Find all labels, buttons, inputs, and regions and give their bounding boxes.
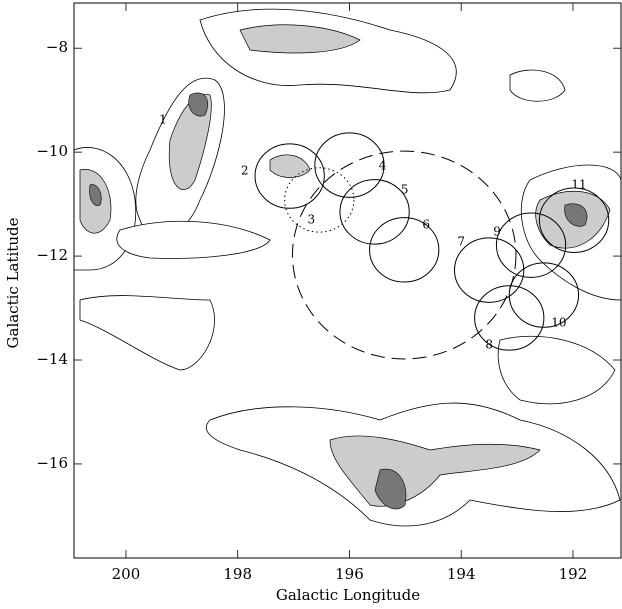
region-label: 4 <box>379 159 387 173</box>
region-label: 5 <box>401 182 409 196</box>
x-axis-label: Galactic Longitude <box>276 586 420 604</box>
x-tick-label: 200 <box>112 565 141 583</box>
region-circle <box>538 187 610 253</box>
region-label: 2 <box>241 164 249 178</box>
region-label: 8 <box>485 337 493 351</box>
region-circle <box>254 143 325 209</box>
region-label: 10 <box>551 316 566 330</box>
contours <box>74 8 621 527</box>
y-tick-label: −12 <box>36 246 68 264</box>
region-circle <box>508 262 580 328</box>
x-tick-label: 196 <box>335 565 364 583</box>
y-tick-label: −8 <box>46 38 68 56</box>
region-label: 11 <box>571 178 586 192</box>
y-tick-label: −16 <box>36 454 68 472</box>
region-circle <box>284 167 355 233</box>
x-tick-label: 198 <box>223 565 252 583</box>
shell-circle <box>291 150 517 360</box>
region-circle <box>453 237 525 303</box>
y-tick-label: −14 <box>36 350 68 368</box>
region-circle <box>314 132 385 198</box>
region-circle <box>495 212 567 278</box>
region-label: 6 <box>422 217 430 231</box>
region-label: 1 <box>159 113 167 127</box>
y-tick-label: −10 <box>36 142 68 160</box>
x-tick-label: 194 <box>447 565 476 583</box>
y-axis-label: Galactic Latitude <box>4 217 22 348</box>
region-circle <box>474 285 545 351</box>
region-circle <box>369 217 440 283</box>
region-circle <box>339 179 410 245</box>
region-label: 9 <box>493 225 501 239</box>
x-tick-label: 192 <box>559 565 588 583</box>
plot-frame <box>73 2 622 559</box>
region-label: 3 <box>307 212 315 226</box>
region-label: 7 <box>457 235 465 249</box>
